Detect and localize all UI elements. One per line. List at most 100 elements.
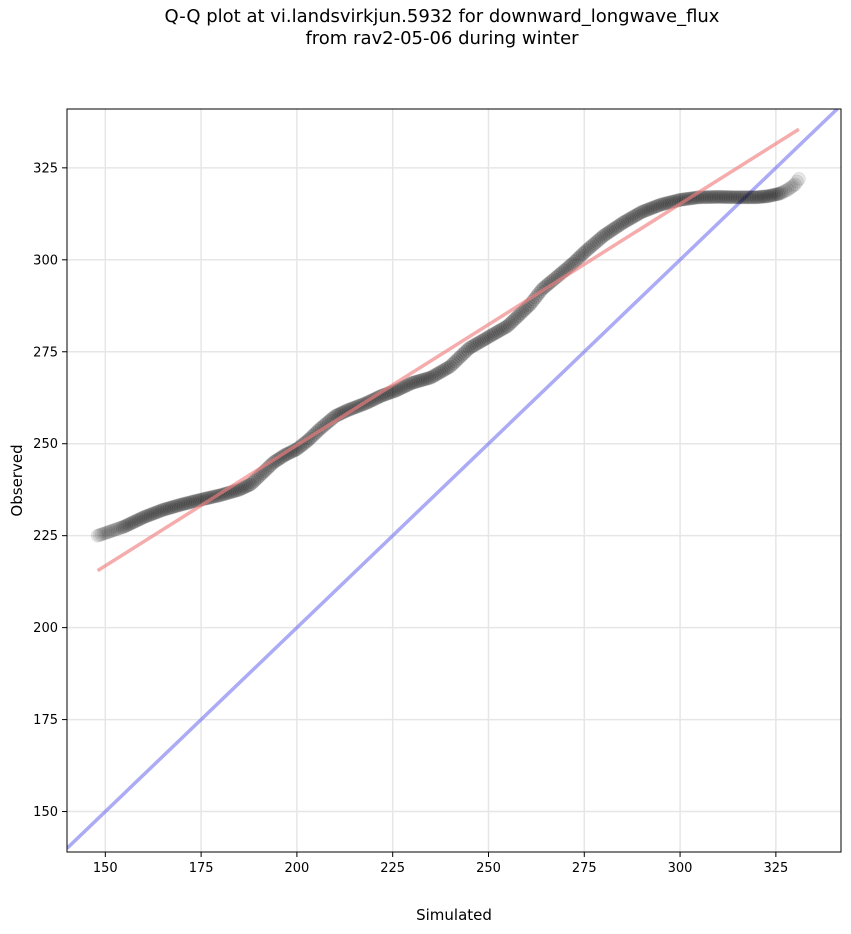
data-point bbox=[711, 189, 726, 204]
x-axis-label: Simulated bbox=[416, 906, 492, 924]
data-point bbox=[723, 190, 738, 205]
data-point bbox=[417, 372, 431, 387]
data-point bbox=[605, 223, 620, 237]
data-point bbox=[741, 190, 755, 205]
data-point bbox=[791, 171, 806, 186]
data-point bbox=[646, 200, 661, 215]
data-point bbox=[129, 513, 144, 528]
data-point bbox=[780, 182, 795, 197]
data-point bbox=[481, 330, 496, 344]
data-point bbox=[502, 317, 517, 332]
fit-line bbox=[96, 127, 800, 573]
data-point bbox=[633, 206, 647, 220]
data-point bbox=[96, 526, 111, 541]
chart-title: Q-Q plot at vi.landsvirkjun.5932 for dow… bbox=[0, 6, 851, 50]
data-point bbox=[451, 351, 466, 366]
data-point bbox=[145, 506, 160, 521]
data-points bbox=[90, 171, 806, 543]
x-tick-label: 225 bbox=[380, 861, 405, 876]
data-point bbox=[764, 188, 779, 203]
data-point bbox=[243, 477, 258, 492]
data-point bbox=[631, 207, 646, 221]
data-point bbox=[619, 214, 634, 228]
data-point bbox=[117, 519, 132, 534]
data-point bbox=[608, 220, 623, 235]
data-point bbox=[582, 240, 597, 255]
data-point bbox=[133, 512, 148, 526]
y-tick-label: 175 bbox=[33, 713, 58, 728]
data-point bbox=[659, 196, 674, 211]
data-point bbox=[636, 204, 651, 219]
data-point bbox=[483, 329, 498, 343]
data-point bbox=[569, 253, 584, 268]
y-tick-label: 275 bbox=[33, 345, 58, 360]
data-point bbox=[460, 342, 475, 357]
data-point bbox=[579, 243, 593, 258]
data-point bbox=[406, 375, 421, 390]
data-point bbox=[505, 314, 520, 329]
data-point bbox=[570, 251, 585, 266]
chart-title-line-1: Q-Q plot at vi.landsvirkjun.5932 for dow… bbox=[164, 6, 720, 27]
data-point bbox=[584, 239, 599, 254]
data-point bbox=[746, 190, 761, 205]
data-point bbox=[472, 335, 487, 350]
data-point bbox=[704, 190, 719, 204]
data-point bbox=[124, 516, 139, 531]
data-point bbox=[603, 224, 618, 239]
data-point bbox=[455, 347, 470, 362]
data-point bbox=[114, 520, 128, 535]
data-point bbox=[431, 366, 445, 381]
data-point bbox=[599, 226, 614, 241]
data-point bbox=[756, 189, 771, 204]
data-point bbox=[98, 526, 113, 541]
x-tick-label: 300 bbox=[668, 861, 693, 876]
data-point bbox=[446, 356, 461, 371]
data-point bbox=[772, 186, 787, 201]
data-point bbox=[471, 336, 485, 351]
data-point bbox=[185, 494, 200, 509]
data-point bbox=[720, 190, 735, 205]
data-point bbox=[464, 340, 479, 355]
y-tick-label: 150 bbox=[33, 805, 58, 820]
data-point bbox=[242, 478, 257, 492]
data-point bbox=[486, 327, 501, 341]
data-point bbox=[782, 181, 797, 196]
data-point bbox=[424, 370, 438, 385]
data-point bbox=[404, 376, 419, 390]
data-point bbox=[110, 521, 125, 536]
data-point bbox=[721, 190, 736, 205]
data-point bbox=[178, 496, 193, 511]
x-tick-label: 150 bbox=[93, 861, 118, 876]
data-point bbox=[467, 338, 482, 353]
data-point bbox=[401, 377, 416, 392]
y-axis-label: Observed bbox=[8, 444, 26, 516]
data-point bbox=[767, 187, 782, 202]
data-point bbox=[453, 349, 468, 364]
data-point bbox=[759, 189, 774, 204]
data-point bbox=[622, 212, 637, 226]
data-point bbox=[90, 528, 105, 543]
data-point bbox=[640, 203, 654, 217]
data-point bbox=[92, 528, 107, 542]
data-point bbox=[648, 199, 663, 214]
data-point bbox=[127, 514, 142, 529]
fit-line-layer bbox=[96, 127, 800, 573]
data-point bbox=[448, 354, 463, 369]
data-point bbox=[175, 497, 189, 512]
data-point bbox=[567, 254, 582, 269]
data-point bbox=[629, 208, 644, 222]
data-point bbox=[734, 190, 748, 205]
x-tick-label: 200 bbox=[284, 861, 309, 876]
data-point bbox=[457, 346, 472, 361]
data-point bbox=[493, 323, 508, 337]
data-point bbox=[108, 522, 123, 537]
data-point bbox=[503, 315, 518, 330]
data-point bbox=[488, 326, 503, 340]
data-point bbox=[657, 196, 672, 211]
data-point bbox=[131, 512, 146, 527]
data-point bbox=[508, 311, 523, 326]
data-point bbox=[707, 190, 722, 204]
data-point bbox=[500, 319, 515, 333]
data-point bbox=[150, 504, 165, 519]
